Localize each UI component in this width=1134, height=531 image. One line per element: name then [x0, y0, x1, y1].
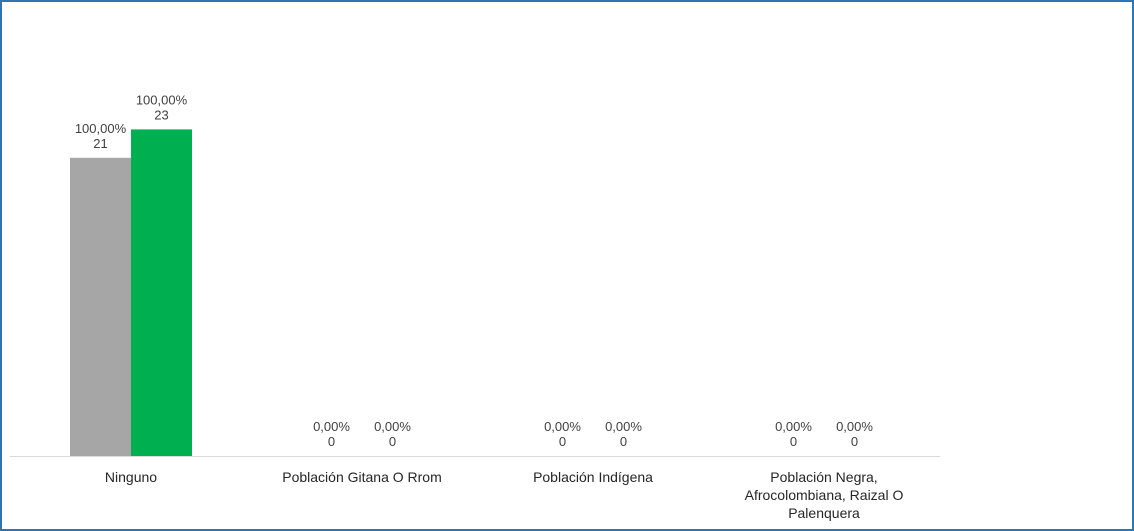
data-label-percent-1-2: 0,00% — [313, 419, 350, 434]
category-label-3: Población Indígena — [533, 469, 653, 485]
category-label-line: Población Gitana O Rrom — [282, 469, 442, 485]
data-label-percent-1-4: 0,00% — [775, 419, 812, 434]
data-label-value-2-3: 0 — [620, 434, 627, 449]
data-label-percent-2-1: 100,00% — [136, 92, 188, 107]
category-label-line: Ninguno — [105, 469, 157, 485]
data-label-value-2-4: 0 — [851, 434, 858, 449]
bar-series-1-1 — [70, 157, 131, 457]
category-label-4: Población Negra, Afrocolombiana, Raizal O… — [745, 469, 904, 521]
data-label-percent-1-3: 0,00% — [544, 419, 581, 434]
data-label-percent-2-3: 0,00% — [605, 419, 642, 434]
data-label-value-2-1: 23 — [154, 107, 168, 122]
category-label-2: Población Gitana O Rrom — [282, 469, 442, 485]
bar-series-2-1 — [131, 129, 192, 456]
data-label-value-1-4: 0 — [790, 434, 797, 449]
data-label-value-1-1: 21 — [93, 136, 107, 151]
category-label-line: Población Negra, — [770, 469, 877, 485]
data-label-value-1-2: 0 — [328, 434, 335, 449]
category-label-line: Población Indígena — [533, 469, 653, 485]
data-label-value-2-2: 0 — [389, 434, 396, 449]
category-label-1: Ninguno — [105, 469, 157, 485]
data-label-percent-2-2: 0,00% — [374, 419, 411, 434]
data-label-percent-1-1: 100,00% — [75, 121, 127, 136]
data-label-value-1-3: 0 — [559, 434, 566, 449]
category-label-line: Palenquera — [788, 505, 860, 521]
data-label-percent-2-4: 0,00% — [836, 419, 873, 434]
category-label-line: Afrocolombiana, Raizal O — [745, 487, 904, 503]
